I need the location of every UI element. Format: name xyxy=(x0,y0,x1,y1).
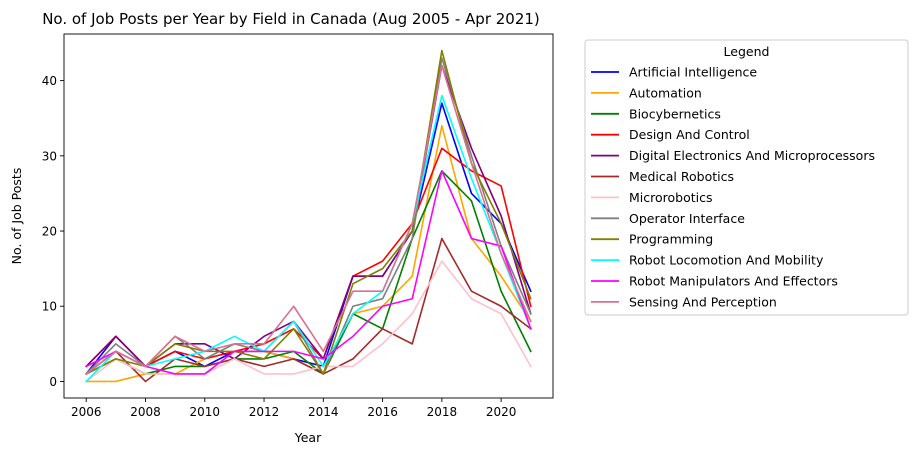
y-tick-label-0: 0 xyxy=(49,375,57,389)
legend-label-11: Sensing And Perception xyxy=(629,294,777,309)
legend-label-9: Robot Locomotion And Mobility xyxy=(629,253,824,268)
legend-title: Legend xyxy=(724,44,770,59)
legend: Legend Artificial Intelligence Automation… xyxy=(584,39,909,316)
x-tick-label-2: 2010 xyxy=(189,405,220,419)
x-tick-label-4: 2014 xyxy=(308,405,339,419)
legend-items: Artificial Intelligence Automation Biocybe… xyxy=(591,65,875,309)
x-tick-label-1: 2008 xyxy=(130,405,161,419)
y-axis-label: No. of Job Posts xyxy=(9,168,24,265)
x-axis: 2006 2008 2010 2012 2014 2016 2018 2020 xyxy=(71,398,516,419)
y-tick-label-1: 10 xyxy=(42,300,57,314)
series-line-10 xyxy=(85,170,532,375)
legend-label-5: Medical Robotics xyxy=(629,169,734,184)
y-tick-label-4: 40 xyxy=(42,74,57,88)
x-tick-label-3: 2012 xyxy=(249,405,280,419)
legend-label-7: Operator Interface xyxy=(629,211,745,226)
series-line-6 xyxy=(85,260,532,383)
series-layer xyxy=(85,49,532,383)
plot-area xyxy=(64,34,553,398)
legend-label-3: Design And Control xyxy=(629,127,750,142)
y-tick-label-2: 20 xyxy=(42,225,57,239)
legend-label-8: Programming xyxy=(629,232,713,247)
legend-label-2: Biocybernetics xyxy=(629,106,721,121)
legend-box xyxy=(584,39,909,316)
series-line-11 xyxy=(85,64,532,376)
x-tick-label-6: 2018 xyxy=(427,405,458,419)
legend-label-10: Robot Manipulators And Effectors xyxy=(629,274,838,289)
series-line-9 xyxy=(85,94,532,383)
x-axis-label: Year xyxy=(294,430,322,445)
x-tick-label-5: 2016 xyxy=(367,405,398,419)
y-tick-label-3: 30 xyxy=(42,149,57,163)
y-axis: 0 10 20 30 40 xyxy=(42,74,64,389)
series-line-8 xyxy=(85,49,532,376)
chart-title: No. of Job Posts per Year by Field in Ca… xyxy=(42,10,540,28)
legend-label-6: Microrobotics xyxy=(629,190,713,205)
x-tick-label-0: 2006 xyxy=(71,405,102,419)
legend-label-0: Artificial Intelligence xyxy=(629,65,757,80)
legend-label-1: Automation xyxy=(629,85,702,100)
x-tick-label-7: 2020 xyxy=(486,405,517,419)
legend-label-4: Digital Electronics And Microprocessors xyxy=(629,148,875,163)
plot-frame xyxy=(63,33,554,399)
